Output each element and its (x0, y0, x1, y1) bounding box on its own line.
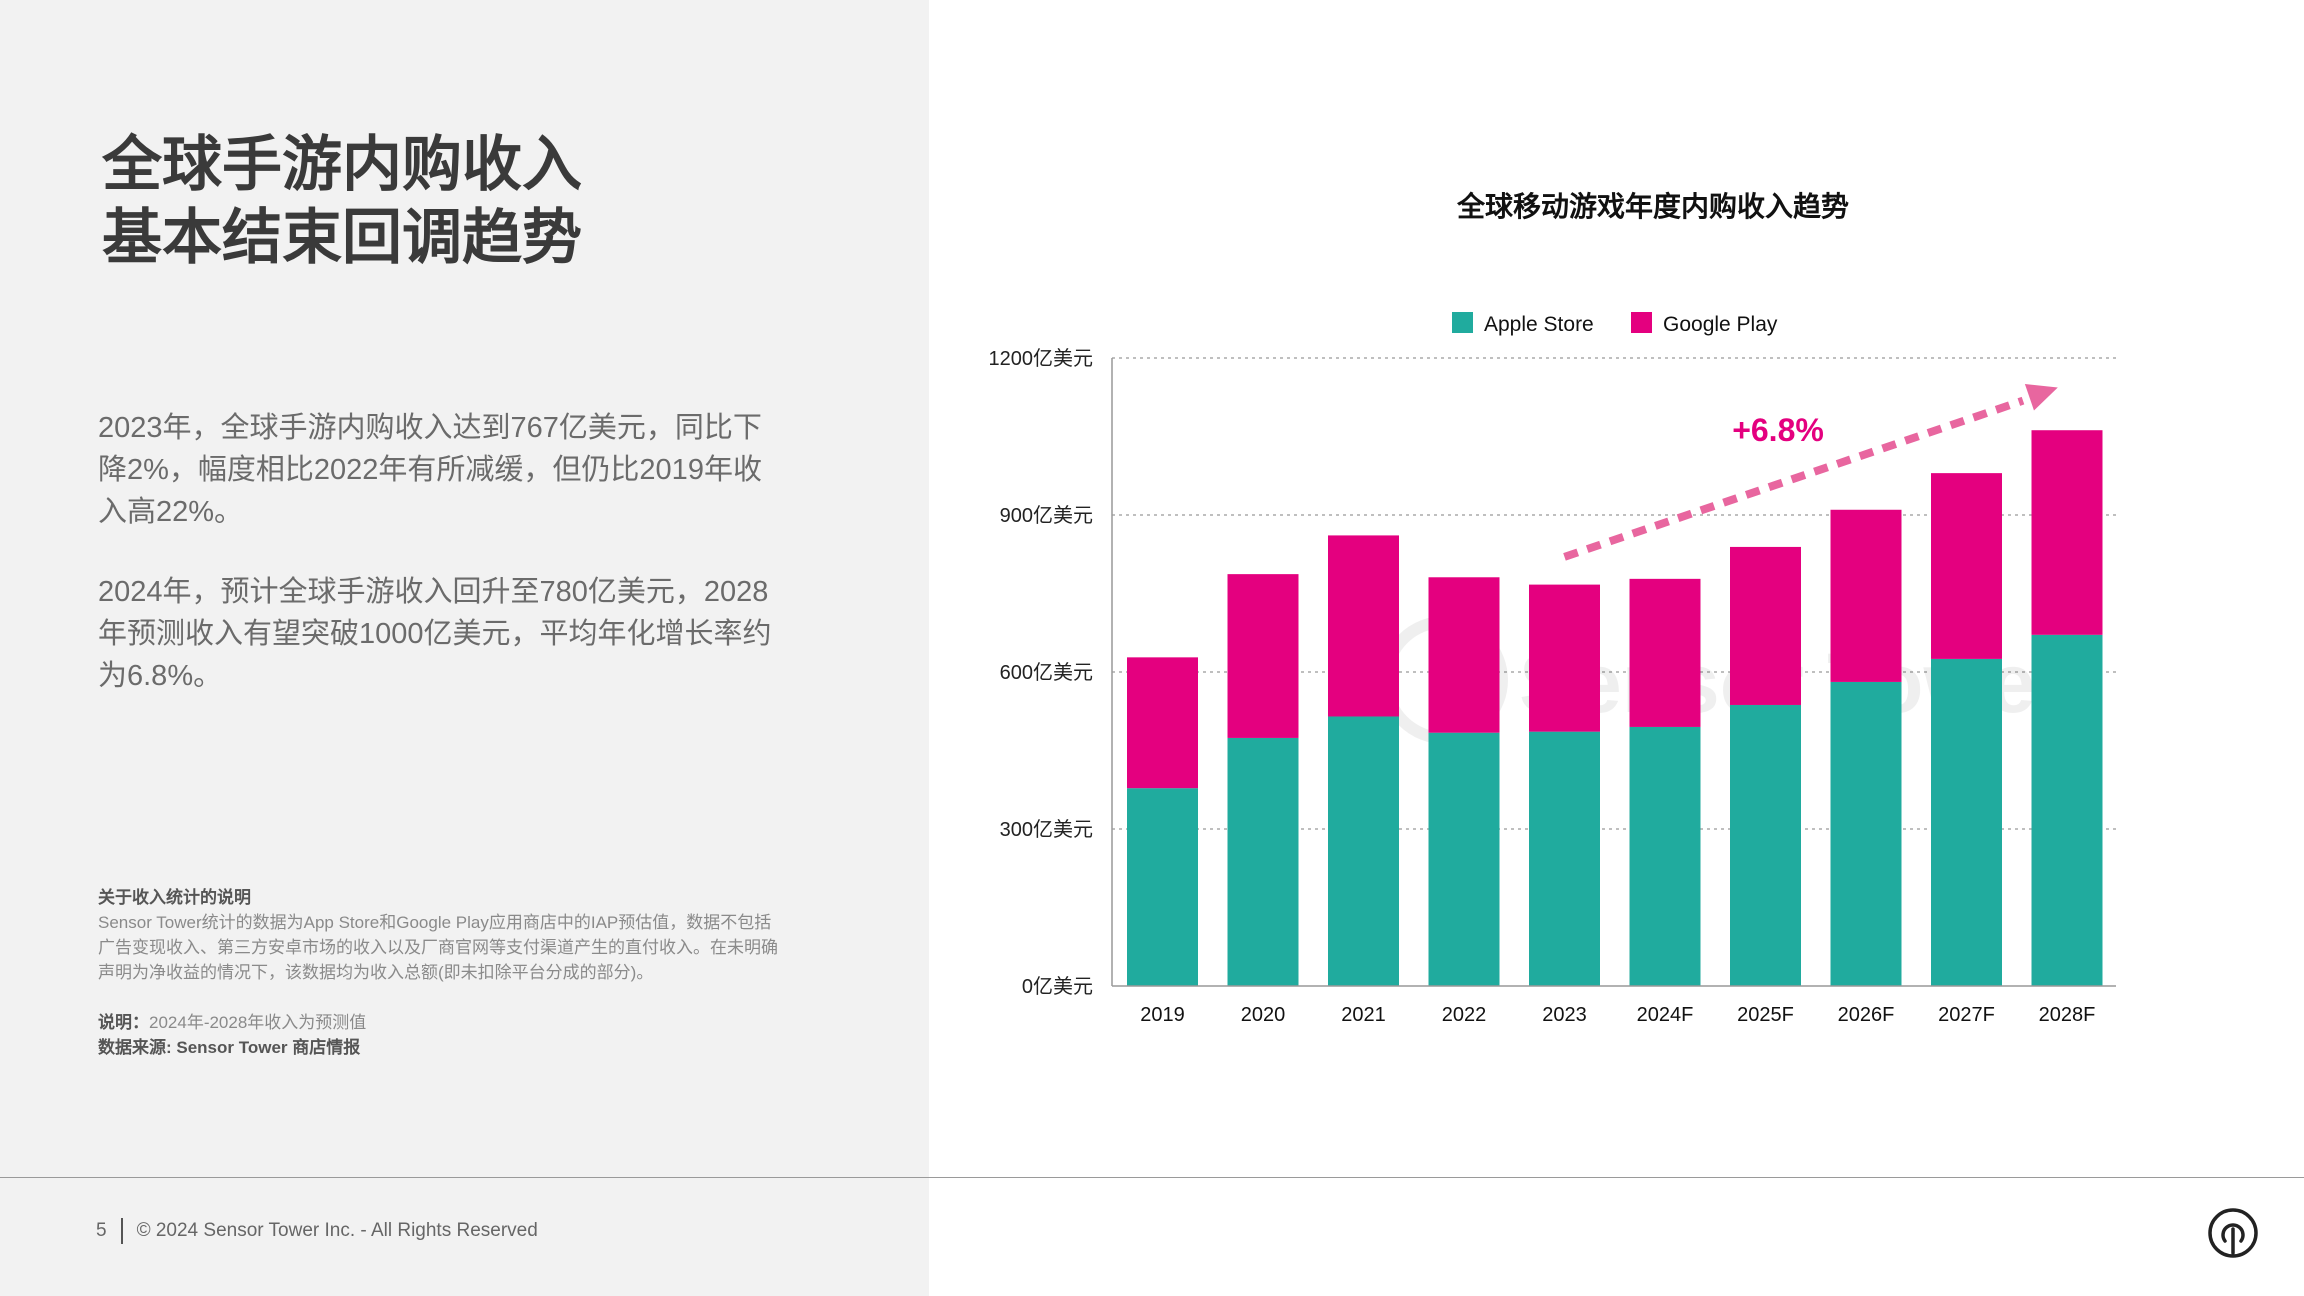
x-tick-label: 2027F (1938, 1004, 1995, 1026)
page-number: 5 (96, 1220, 107, 1241)
paragraph-2024: 2024年，预计全球手游收入回升至780亿美元，2028年预测收入有望突破100… (98, 576, 772, 692)
remark-text: 2024年-2028年收入为预测值 (149, 1013, 367, 1032)
bar-google-play-2020 (1227, 574, 1299, 738)
y-tick-label: 0亿美元 (1022, 975, 1093, 998)
notes: 关于收入统计的说明 Sensor Tower统计的数据为App Store和Go… (98, 885, 788, 1060)
x-tick-label: 2021 (1341, 1004, 1386, 1026)
legend-label: Apple Store (1484, 313, 1594, 336)
x-tick-label: 2023 (1542, 1004, 1587, 1026)
bar-apple-store-2027F (1931, 658, 2002, 986)
page-title: 全球手游内购收入 基本结束回调趋势 (102, 128, 582, 274)
trend-arrow-line (1563, 396, 2025, 561)
x-tick-label: 2020 (1241, 1004, 1286, 1026)
y-tick-label: 1200亿美元 (989, 347, 1094, 370)
bar-google-play-2021 (1328, 535, 1399, 717)
growth-annotation: +6.8% (1563, 383, 2058, 561)
title-line-1: 全球手游内购收入 (102, 131, 582, 198)
bar-apple-store-2026F (1830, 681, 1902, 986)
x-tick-label: 2022 (1442, 1004, 1487, 1026)
legend-label: Google Play (1663, 313, 1778, 336)
bar-google-play-2027F (1931, 473, 2002, 659)
x-tick-label: 2026F (1838, 1004, 1895, 1026)
x-tick-label: 2025F (1737, 1004, 1794, 1026)
bar-apple-store-2020 (1227, 737, 1299, 986)
bar-apple-store-2024F (1629, 726, 1701, 986)
left-panel (0, 0, 929, 1296)
growth-label: +6.8% (1732, 412, 1824, 448)
bar-google-play-2028F (2031, 430, 2103, 635)
x-tick-label: 2028F (2039, 1004, 2096, 1026)
bar-google-play-2026F (1830, 509, 1902, 682)
bar-apple-store-2021 (1328, 716, 1399, 986)
bar-apple-store-2019 (1127, 788, 1198, 986)
y-tick-label: 300亿美元 (1000, 818, 1093, 841)
legend: Apple Store Google Play (1452, 312, 1778, 336)
y-tick-label: 900亿美元 (1000, 504, 1093, 527)
sensor-tower-logo-icon (2208, 1208, 2258, 1258)
chart-title: 全球移动游戏年度内购收入趋势 (1456, 190, 1849, 222)
footer-separator (120, 1218, 123, 1244)
bar-apple-store-2028F (2031, 634, 2103, 986)
remark-label: 说明： (98, 1013, 149, 1032)
bar-google-play-2019 (1127, 657, 1198, 789)
bar-google-play-2022 (1428, 577, 1500, 733)
bar-google-play-2025F (1730, 546, 1801, 705)
trend-arrow-head-icon (2024, 383, 2058, 411)
notes-heading: 关于收入统计的说明 (98, 888, 251, 907)
y-tick-label: 600亿美元 (1000, 661, 1093, 684)
data-source: 数据来源: Sensor Tower 商店情报 (98, 1038, 361, 1057)
legend-swatch (1452, 312, 1473, 333)
bar-google-play-2023 (1529, 584, 1600, 732)
notes-body: Sensor Tower统计的数据为App Store和Google Play应… (98, 913, 778, 982)
title-line-2: 基本结束回调趋势 (102, 204, 582, 271)
x-tick-label: 2024F (1637, 1004, 1694, 1026)
bar-apple-store-2025F (1730, 704, 1801, 986)
bars (1127, 430, 2103, 986)
axes: 0亿美元 300亿美元 600亿美元 900亿美元 1200亿美元 2019 2020 202… (989, 347, 2116, 1026)
footer: 5 © 2024 Sensor Tower Inc. - All Rights … (96, 1218, 538, 1244)
bar-apple-store-2023 (1529, 731, 1600, 986)
x-tick-label: 2019 (1140, 1004, 1185, 1026)
copyright: © 2024 Sensor Tower Inc. - All Rights Re… (136, 1220, 538, 1241)
bar-google-play-2024F (1629, 578, 1701, 727)
bar-apple-store-2022 (1428, 732, 1500, 986)
footer-divider (0, 1177, 2304, 1178)
paragraph-2023: 2023年，全球手游内购收入达到767亿美元，同比下降2%，幅度相比2022年有… (98, 412, 762, 528)
legend-swatch (1631, 312, 1652, 333)
